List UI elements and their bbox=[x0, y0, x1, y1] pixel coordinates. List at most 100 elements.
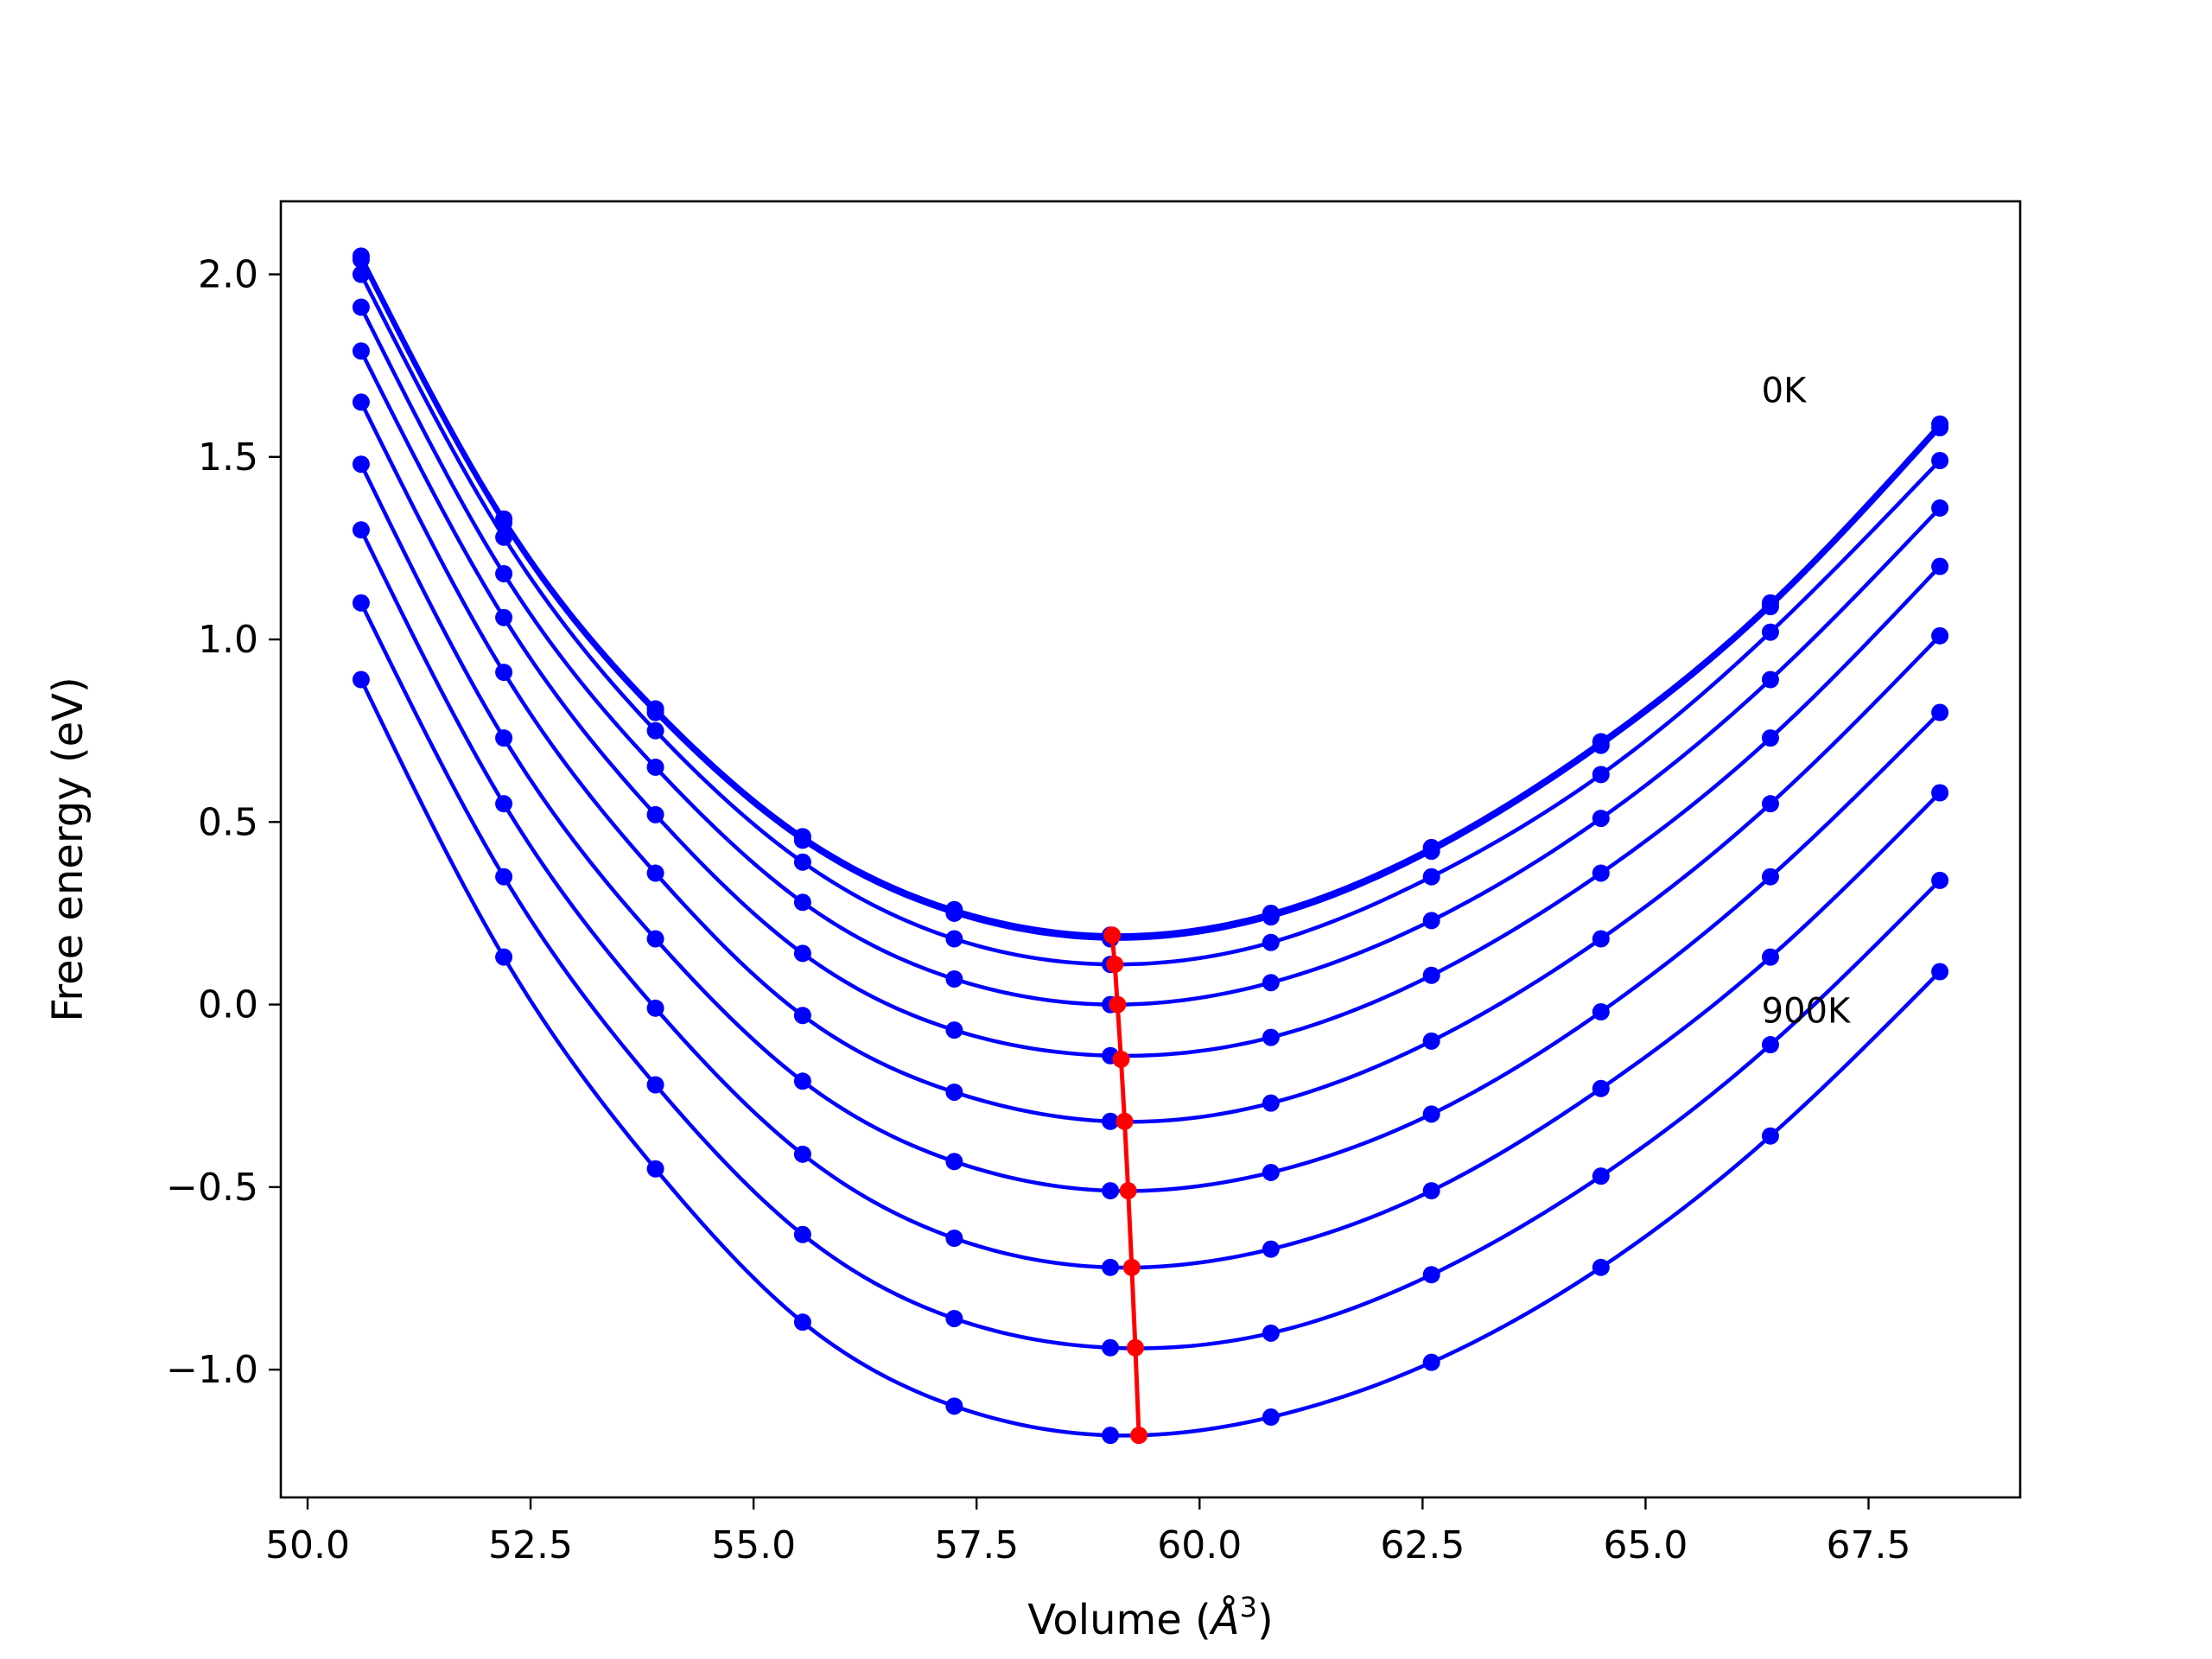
data-point bbox=[1102, 1338, 1120, 1357]
data-point bbox=[1592, 810, 1610, 828]
series-line bbox=[359, 258, 1942, 941]
y-tick-label: 1.5 bbox=[198, 435, 258, 480]
data-point bbox=[1592, 1167, 1610, 1185]
data-point bbox=[1592, 930, 1610, 948]
data-point bbox=[352, 594, 370, 612]
x-tick-label: 60.0 bbox=[1157, 1523, 1242, 1567]
series-line bbox=[359, 529, 1942, 1270]
data-point bbox=[793, 1145, 811, 1163]
data-point bbox=[1761, 598, 1779, 616]
data-point bbox=[1422, 1182, 1440, 1200]
data-point bbox=[1262, 974, 1280, 992]
data-point bbox=[1761, 868, 1779, 886]
minimum-point bbox=[1116, 1112, 1134, 1130]
data-point bbox=[495, 608, 513, 626]
data-point bbox=[945, 904, 963, 922]
data-point bbox=[646, 1076, 664, 1094]
plot-frame bbox=[279, 200, 2022, 1499]
data-point bbox=[1592, 1258, 1610, 1276]
data-point bbox=[1931, 452, 1949, 469]
data-point bbox=[495, 528, 513, 546]
data-point bbox=[1931, 418, 1949, 436]
data-point bbox=[646, 864, 664, 882]
minimum-point bbox=[1130, 1427, 1148, 1445]
data-point bbox=[1422, 1353, 1440, 1371]
data-point bbox=[1931, 703, 1949, 721]
data-point bbox=[1262, 908, 1280, 926]
data-point bbox=[352, 298, 370, 316]
data-point bbox=[1422, 868, 1440, 886]
curve-annotation: 0K bbox=[1762, 371, 1808, 410]
data-point bbox=[1931, 871, 1949, 889]
data-point bbox=[1262, 1163, 1280, 1181]
y-tick-label: 1.0 bbox=[198, 618, 258, 662]
data-point bbox=[945, 970, 963, 988]
data-point bbox=[1102, 1258, 1120, 1276]
y-tick-label: −0.5 bbox=[166, 1166, 258, 1210]
series-line bbox=[359, 273, 1942, 967]
data-point bbox=[352, 521, 370, 539]
data-point bbox=[1262, 1240, 1280, 1258]
minimum-point bbox=[1109, 995, 1127, 1014]
minimum-point bbox=[1112, 1050, 1130, 1068]
x-tick-label: 62.5 bbox=[1380, 1523, 1465, 1567]
data-point bbox=[1931, 557, 1949, 575]
data-point bbox=[495, 948, 513, 966]
series-line bbox=[359, 350, 1942, 1058]
data-point bbox=[793, 853, 811, 871]
data-point bbox=[1592, 1003, 1610, 1021]
y-axis-label: Free energy (eV) bbox=[44, 677, 92, 1021]
data-point bbox=[1422, 1105, 1440, 1123]
data-point bbox=[1262, 1324, 1280, 1342]
data-point bbox=[945, 1083, 963, 1101]
plot-area bbox=[352, 247, 1949, 1445]
data-point bbox=[945, 930, 963, 948]
data-point bbox=[1761, 671, 1779, 689]
data-point bbox=[1761, 1036, 1779, 1054]
series-line bbox=[359, 678, 1942, 1438]
data-point bbox=[352, 393, 370, 411]
x-tick-label: 67.5 bbox=[1827, 1523, 1911, 1567]
data-point bbox=[1761, 729, 1779, 747]
data-point bbox=[1102, 1182, 1120, 1200]
data-point bbox=[495, 729, 513, 747]
data-point bbox=[352, 671, 370, 689]
data-point bbox=[1931, 626, 1949, 645]
data-point bbox=[1931, 499, 1949, 517]
data-point bbox=[352, 455, 370, 474]
x-axis-label: Volume (Å3) bbox=[1027, 1591, 1273, 1644]
data-point bbox=[1102, 1112, 1120, 1130]
data-point bbox=[495, 564, 513, 582]
data-point bbox=[646, 999, 664, 1017]
data-point bbox=[945, 1153, 963, 1171]
y-tick-label: −1.0 bbox=[166, 1348, 258, 1392]
data-point bbox=[646, 1160, 664, 1178]
x-tick-label: 52.5 bbox=[488, 1523, 573, 1567]
annotations: 0K 900K bbox=[1762, 371, 1852, 1031]
series-line bbox=[359, 463, 1942, 1193]
data-point bbox=[945, 1309, 963, 1327]
data-point bbox=[1592, 736, 1610, 754]
data-point bbox=[945, 1397, 963, 1415]
data-point bbox=[945, 1021, 963, 1039]
minimum-point bbox=[1126, 1338, 1144, 1357]
series-line bbox=[359, 401, 1942, 1124]
x-axis: 50.0 52.5 55.0 57.5 60.0 62.5 65.0 67.5 bbox=[265, 1497, 1911, 1567]
data-point bbox=[1931, 784, 1949, 802]
curve-annotation: 900K bbox=[1762, 992, 1852, 1032]
data-point bbox=[1262, 1408, 1280, 1427]
data-point bbox=[1761, 623, 1779, 641]
data-point bbox=[1422, 1266, 1440, 1284]
data-point bbox=[646, 930, 664, 948]
data-point bbox=[352, 265, 370, 283]
data-point bbox=[1262, 933, 1280, 951]
y-axis: −1.0 −0.5 0.0 0.5 1.0 1.5 2.0 bbox=[166, 253, 281, 1392]
x-tick-label: 50.0 bbox=[265, 1523, 350, 1567]
data-point bbox=[793, 831, 811, 849]
data-point bbox=[793, 1313, 811, 1332]
series-line bbox=[359, 601, 1942, 1351]
data-point bbox=[793, 893, 811, 912]
data-point bbox=[495, 664, 513, 682]
data-point bbox=[945, 1230, 963, 1247]
y-tick-label: 0.5 bbox=[198, 800, 258, 844]
